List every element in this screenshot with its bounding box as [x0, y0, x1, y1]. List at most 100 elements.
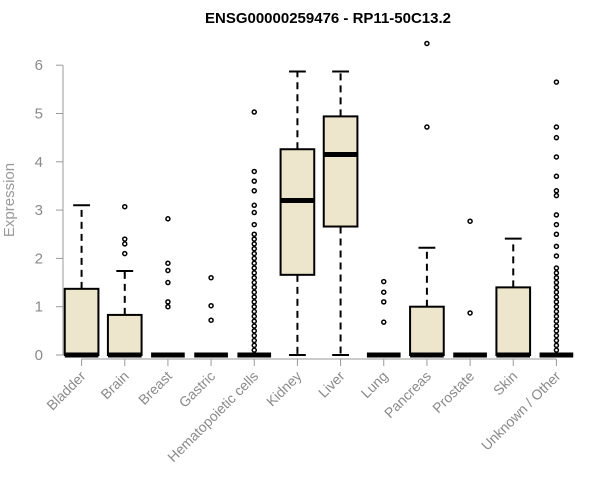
outlier-point — [553, 221, 560, 228]
box-iqr — [63, 287, 100, 357]
outlier-point — [251, 209, 257, 216]
box-breast — [151, 216, 185, 358]
outlier-point — [553, 188, 560, 194]
outlier-point — [553, 337, 560, 344]
outlier-point — [553, 270, 560, 276]
outlier-point — [251, 270, 257, 276]
box-kidney — [279, 70, 316, 356]
outlier-point — [251, 337, 257, 344]
y-axis-label: Expression — [1, 163, 18, 237]
box-iqr — [322, 115, 359, 228]
outlier-point — [553, 347, 560, 353]
y-axis: 0 1 2 3 4 5 6 — [35, 57, 64, 364]
outlier-point — [467, 310, 473, 316]
box-hematopoietic-cells — [237, 109, 272, 358]
outlier-point — [251, 308, 257, 315]
outlier-point — [381, 319, 387, 325]
x-tick-label: Prostate — [429, 368, 477, 416]
x-tick-label: Brain — [97, 368, 131, 402]
y-tick-label: 6 — [35, 57, 43, 74]
outlier-point — [553, 274, 560, 281]
box-brain — [106, 203, 143, 358]
outlier-point — [251, 168, 257, 175]
x-tick-label: Kidney — [263, 368, 305, 410]
outlier-point — [381, 289, 387, 295]
outlier-point — [553, 294, 560, 300]
box-lung — [366, 278, 401, 358]
outlier-point — [122, 203, 128, 210]
x-tick-label: Skin — [490, 368, 521, 399]
box-gastric — [194, 274, 228, 358]
outlier-point — [251, 323, 257, 329]
outlier-point — [553, 124, 560, 130]
outlier-point — [208, 317, 214, 323]
y-tick-label: 4 — [35, 154, 43, 171]
box-iqr — [106, 313, 143, 357]
x-tick-label: Liver — [315, 368, 348, 401]
outlier-point — [251, 328, 257, 334]
outlier-point — [553, 212, 560, 218]
outlier-point — [251, 245, 257, 252]
outlier-point — [208, 302, 214, 309]
outlier-point — [251, 318, 257, 324]
outlier-point — [553, 318, 560, 324]
x-tick-label: Bladder — [43, 368, 89, 414]
outlier-point — [165, 279, 171, 286]
outlier-point — [553, 154, 560, 160]
outlier-point — [553, 284, 560, 291]
outlier-point — [251, 347, 257, 353]
outlier-point — [165, 216, 171, 222]
outlier-point — [251, 274, 257, 281]
x-tick-label: Gastric — [176, 368, 219, 411]
box-unknown-other — [539, 79, 574, 358]
outlier-point — [467, 218, 473, 224]
box-iqr — [495, 286, 532, 357]
outlier-point — [251, 289, 257, 295]
outlier-point — [251, 313, 257, 320]
outlier-point — [251, 294, 257, 300]
outlier-point — [553, 332, 560, 339]
y-tick-label: 5 — [35, 106, 43, 123]
y-tick-label: 2 — [35, 250, 43, 267]
outlier-point — [165, 303, 171, 310]
outlier-point — [251, 241, 257, 247]
outlier-point — [251, 255, 257, 262]
outlier-point — [553, 173, 560, 180]
outlier-point — [553, 79, 560, 85]
box-iqr — [409, 305, 445, 357]
outlier-point — [553, 308, 560, 315]
x-tick-label: Lung — [358, 368, 391, 401]
outlier-point — [553, 299, 560, 305]
box-prostate — [453, 218, 487, 358]
y-tick-label: 0 — [35, 347, 43, 364]
outlier-point — [251, 265, 257, 271]
outlier-point — [251, 236, 257, 242]
outlier-point — [251, 221, 257, 228]
box-liver — [322, 70, 359, 356]
outlier-point — [553, 303, 560, 310]
outlier-point — [553, 328, 560, 334]
outlier-point — [251, 260, 257, 266]
outlier-point — [553, 313, 560, 320]
box-pancreas — [409, 40, 445, 358]
outlier-point — [122, 250, 128, 257]
outlier-point — [553, 289, 560, 295]
outlier-point — [165, 299, 171, 305]
chart-title: ENSG00000259476 - RP11-50C13.2 — [205, 10, 451, 27]
outlier-point — [251, 109, 257, 115]
outlier-point — [381, 278, 387, 285]
outlier-point — [251, 231, 257, 237]
y-tick-label: 3 — [35, 202, 43, 219]
outlier-point — [553, 231, 560, 237]
outlier-point — [165, 260, 171, 266]
outlier-point — [122, 241, 128, 247]
outlier-point — [553, 134, 560, 141]
outlier-point — [251, 279, 257, 286]
outlier-point — [251, 332, 257, 339]
box-iqr — [279, 148, 316, 276]
outlier-point — [553, 243, 560, 250]
outlier-point — [553, 323, 560, 329]
outlier-point — [251, 188, 257, 194]
